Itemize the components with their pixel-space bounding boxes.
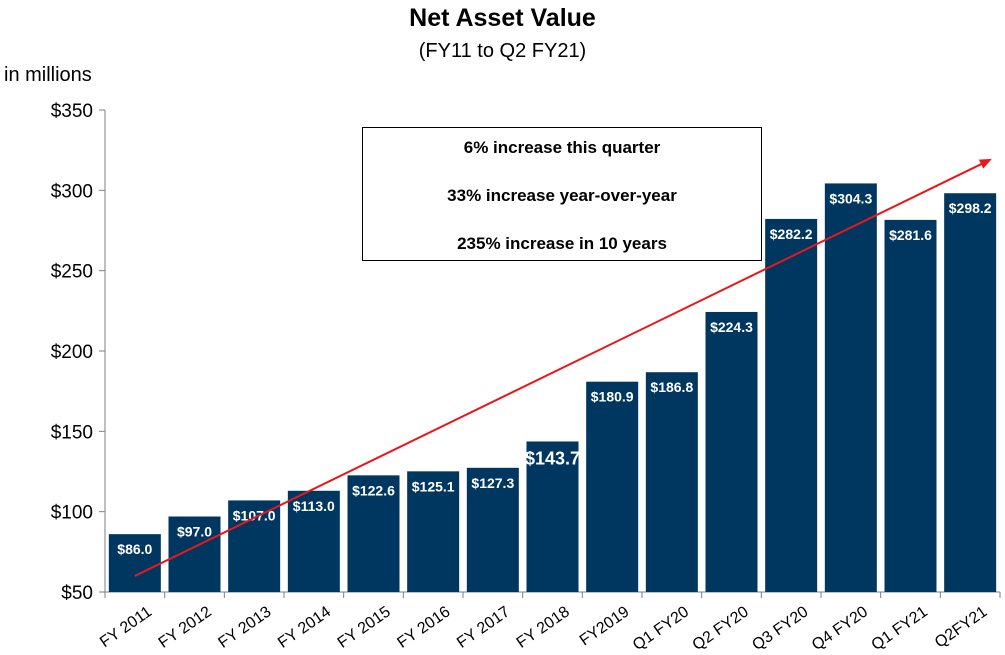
x-category-label: FY 2016 (394, 603, 453, 652)
annotation-ten-years: 235% increase in 10 years (457, 234, 667, 253)
bar-value-label: $97.0 (177, 523, 212, 539)
x-category-label: Q1 FY20 (630, 603, 692, 654)
y-tick-label: $200 (51, 342, 93, 363)
bar (228, 500, 281, 592)
bar (645, 372, 698, 592)
bar (765, 218, 818, 592)
bar (407, 471, 460, 592)
bar-value-label: $180.9 (591, 389, 634, 405)
chart-subtitle: (FY11 to Q2 FY21) (418, 40, 587, 62)
bar (824, 183, 877, 592)
annotation-box: 6% increase this quarter 33% increase ye… (362, 127, 762, 261)
y-tick-label: $150 (51, 422, 93, 443)
bar-value-label: $186.8 (650, 379, 693, 395)
bar-value-label: $127.3 (471, 475, 514, 491)
bar-value-label: $281.6 (889, 227, 932, 243)
x-category-label: Q2 FY20 (690, 603, 752, 654)
bar-value-label: $125.1 (412, 478, 455, 494)
x-category-label: Q2FY21 (932, 603, 991, 651)
trend-arrow (134, 158, 992, 577)
x-category-label: FY 2013 (215, 603, 274, 652)
y-tick-label: $50 (61, 583, 93, 604)
y-tick-label: $350 (51, 101, 93, 122)
x-category-label: FY 2018 (514, 603, 573, 652)
bar (705, 311, 758, 592)
x-category-label: Q1 FY21 (869, 603, 931, 654)
bar-value-label: $113.0 (293, 498, 335, 514)
bar-value-label: $143.7 (525, 448, 580, 468)
bar (944, 193, 997, 592)
bar (347, 475, 400, 592)
bar-value-label: $86.0 (117, 541, 152, 557)
bar (108, 534, 161, 592)
x-category-label: FY 2017 (454, 603, 513, 652)
x-category-label: Q4 FY20 (809, 603, 871, 654)
bar (586, 381, 639, 592)
bar (884, 219, 937, 592)
bar-value-label: $304.3 (829, 190, 872, 206)
y-tick-label: $300 (51, 181, 93, 202)
bar-value-label: $282.2 (770, 226, 813, 242)
bar-value-label: $224.3 (710, 319, 753, 335)
bar-value-label: $107.0 (233, 507, 276, 523)
x-category-label: FY 2011 (97, 603, 155, 651)
x-category-label: FY 2014 (275, 603, 334, 652)
bar (466, 467, 519, 592)
x-category-label: FY 2012 (156, 603, 215, 652)
bar-value-label: $298.2 (949, 200, 992, 216)
y-tick-label: $100 (51, 503, 93, 524)
y-tick-label: $250 (51, 262, 93, 283)
y-axis-unit-label: in millions (4, 64, 92, 86)
annotation-year-over-year: 33% increase year-over-year (447, 186, 677, 205)
bar-value-label: $122.6 (352, 482, 395, 498)
bar (287, 490, 340, 592)
x-category-label: Q3 FY20 (749, 603, 811, 654)
bar (526, 441, 579, 592)
x-category-label: FY2019 (577, 603, 633, 649)
x-category-label: FY 2015 (335, 603, 394, 652)
annotation-quarter: 6% increase this quarter (463, 138, 661, 157)
chart-title: Net Asset Value (409, 4, 596, 32)
